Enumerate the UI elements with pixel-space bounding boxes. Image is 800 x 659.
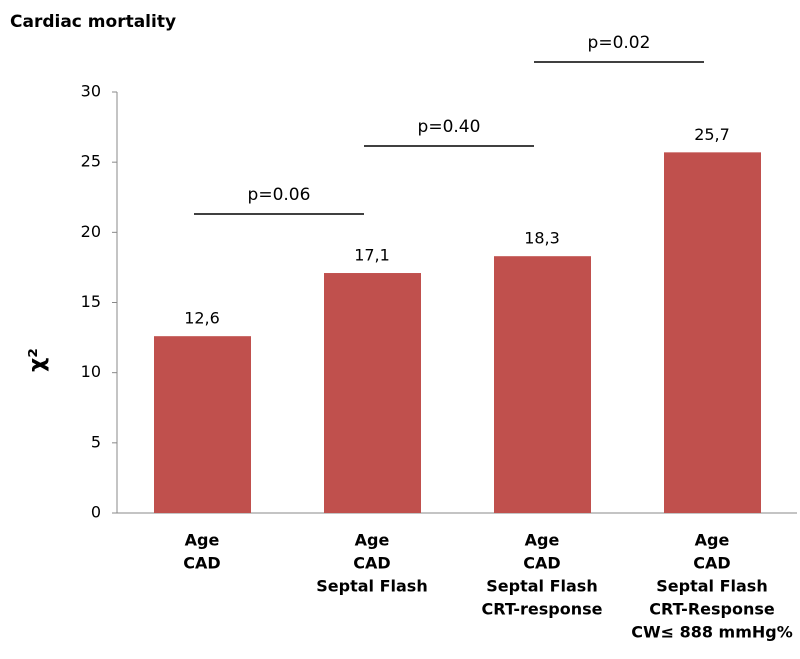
- bar: [494, 256, 591, 513]
- x-tick-label: Septal Flash: [486, 577, 597, 596]
- y-tick-label: 5: [91, 432, 101, 451]
- x-tick-label: CAD: [353, 554, 390, 573]
- chart-title: Cardiac mortality: [10, 12, 176, 32]
- value-label: 12,6: [184, 309, 220, 328]
- x-tick-label: Age: [355, 531, 390, 550]
- y-tick-label: 10: [81, 362, 101, 381]
- value-label: 17,1: [354, 246, 390, 265]
- annotation: p=0.40: [418, 117, 481, 137]
- value-label: 18,3: [524, 229, 560, 248]
- x-tick-label: CRT-response: [481, 600, 602, 619]
- x-tick-label: CW≤ 888 mmHg%: [631, 623, 793, 642]
- x-tick-label: Age: [185, 531, 220, 550]
- x-tick-label: CAD: [523, 554, 560, 573]
- value-label: 25,7: [694, 125, 730, 144]
- x-tick-label: CRT-Response: [649, 600, 775, 619]
- y-tick-label: 0: [91, 503, 101, 522]
- x-tick-label: Age: [695, 531, 730, 550]
- x-tick-label: Septal Flash: [316, 577, 427, 596]
- x-tick-label: CAD: [693, 554, 730, 573]
- bar: [154, 336, 251, 513]
- bar: [324, 273, 421, 513]
- x-tick-label: Age: [525, 531, 560, 550]
- y-axis-label: χ²: [25, 348, 50, 372]
- y-tick-label: 20: [81, 222, 101, 241]
- x-tick-label: Septal Flash: [656, 577, 767, 596]
- y-tick-label: 15: [81, 292, 101, 311]
- bar: [664, 152, 761, 514]
- annotation: p=0.02: [588, 33, 651, 53]
- annotation: p=0.06: [248, 185, 311, 205]
- y-tick-label: 25: [81, 152, 101, 171]
- x-tick-label: CAD: [183, 554, 220, 573]
- y-tick-label: 30: [81, 82, 101, 101]
